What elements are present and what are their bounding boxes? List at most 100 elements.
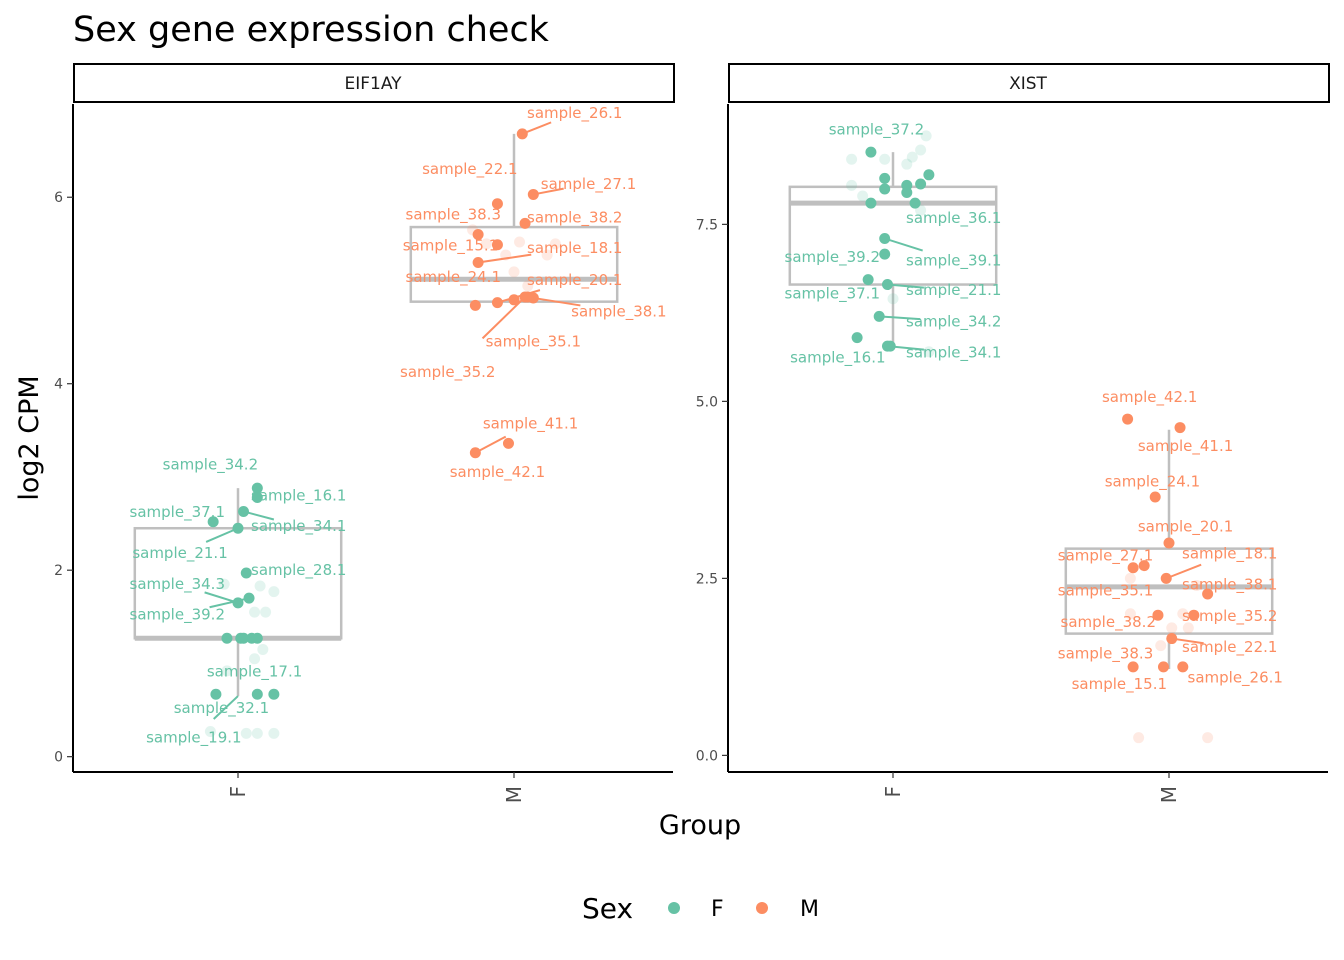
data-point xyxy=(901,187,913,199)
data-point xyxy=(879,172,891,184)
faded-point xyxy=(251,727,263,739)
label-connector xyxy=(477,253,532,264)
data-point xyxy=(251,482,263,494)
point-label: sample_26.1 xyxy=(527,104,622,123)
legend-label-f: F xyxy=(711,897,724,922)
data-point xyxy=(1160,572,1172,584)
label-connector xyxy=(213,695,239,720)
label-connector xyxy=(481,296,526,340)
point-label: sample_37.1 xyxy=(130,503,225,522)
data-point xyxy=(472,257,484,269)
point-label: sample_38.1 xyxy=(1182,576,1277,595)
panel-eif1ay: EIF1AYsample_34.2sample_16.1sample_37.1s… xyxy=(54,63,675,803)
point-label: sample_20.1 xyxy=(527,271,622,290)
point-label: sample_36.1 xyxy=(906,209,1001,228)
point-label: sample_15.1 xyxy=(403,236,498,255)
data-point xyxy=(491,198,503,210)
data-point xyxy=(1174,422,1186,434)
point-label: sample_32.1 xyxy=(174,699,269,718)
point-label: sample_39.2 xyxy=(785,248,880,267)
data-point xyxy=(527,188,539,200)
strip-label: XIST xyxy=(1009,74,1047,94)
data-point xyxy=(519,217,531,229)
data-point xyxy=(1163,537,1175,549)
point-label: sample_34.2 xyxy=(163,455,258,474)
point-label: sample_34.3 xyxy=(130,575,225,594)
faded-point xyxy=(846,153,858,165)
data-point xyxy=(522,291,534,303)
faded-point xyxy=(221,665,233,677)
point-label: sample_41.1 xyxy=(1138,437,1233,456)
data-point xyxy=(1127,562,1139,574)
point-label: sample_37.1 xyxy=(785,285,880,304)
faded-point xyxy=(915,144,927,156)
label-connector xyxy=(474,435,507,454)
data-point xyxy=(469,447,481,459)
strip-eif1ay xyxy=(73,63,675,103)
faded-point xyxy=(541,249,553,261)
point-label: sample_41.1 xyxy=(483,414,578,433)
point-label: sample_22.1 xyxy=(1182,638,1277,657)
strip-xist xyxy=(728,63,1330,103)
faded-point xyxy=(857,190,869,202)
point-label: sample_27.1 xyxy=(1058,547,1153,566)
point-label: sample_21.1 xyxy=(906,281,1001,300)
data-point xyxy=(207,516,219,528)
faded-point xyxy=(1177,608,1189,620)
x-tick-label: F xyxy=(226,786,250,798)
data-point xyxy=(210,688,222,700)
y-tick-label: 0 xyxy=(54,750,63,766)
point-label: sample_24.1 xyxy=(1105,472,1200,491)
data-point xyxy=(884,340,896,352)
panels: EIF1AYsample_34.2sample_16.1sample_37.1s… xyxy=(54,63,1330,803)
faded-point xyxy=(1191,579,1203,591)
label-connector xyxy=(879,315,921,321)
data-point xyxy=(1122,413,1134,425)
label-connector xyxy=(205,527,239,543)
data-point xyxy=(240,567,252,579)
faded-point xyxy=(1182,622,1194,634)
point-label: sample_38.2 xyxy=(527,208,622,227)
y-tick-label: 4 xyxy=(54,377,63,393)
point-label: sample_28.1 xyxy=(251,561,346,580)
point-label: sample_34.1 xyxy=(251,517,346,536)
faded-point xyxy=(549,238,561,250)
data-point xyxy=(923,169,935,181)
data-point xyxy=(235,632,247,644)
faded-point xyxy=(257,643,269,655)
data-point xyxy=(879,233,891,245)
point-label: sample_24.1 xyxy=(406,268,501,287)
point-label: sample_35.1 xyxy=(486,332,581,351)
faded-point xyxy=(480,238,492,250)
y-tick-label: 7.5 xyxy=(696,217,718,233)
faded-point xyxy=(1166,622,1178,634)
faded-point xyxy=(249,653,261,665)
point-label: sample_35.2 xyxy=(1182,607,1277,626)
faded-point xyxy=(204,726,216,738)
point-label: sample_16.1 xyxy=(251,486,346,505)
data-point xyxy=(1177,661,1189,673)
data-point xyxy=(1152,609,1164,621)
point-label: sample_38.1 xyxy=(571,303,666,322)
data-point xyxy=(516,128,528,140)
y-tick-label: 2.5 xyxy=(696,571,718,587)
data-point xyxy=(1188,609,1200,621)
faded-point xyxy=(906,151,918,163)
faded-point xyxy=(260,606,272,618)
x-tick-label: M xyxy=(1157,786,1181,803)
faded-point xyxy=(1155,640,1167,652)
faded-point xyxy=(508,266,520,278)
label-connector xyxy=(887,283,924,289)
point-label: sample_17.1 xyxy=(207,662,302,681)
point-label: sample_16.1 xyxy=(790,348,885,367)
faded-point xyxy=(514,236,526,248)
data-point xyxy=(232,522,244,534)
point-label: sample_38.3 xyxy=(1058,644,1153,663)
data-point xyxy=(508,294,520,306)
point-label: sample_21.1 xyxy=(132,544,227,563)
faded-point xyxy=(887,293,899,305)
data-point xyxy=(221,632,233,644)
data-point xyxy=(1202,588,1214,600)
